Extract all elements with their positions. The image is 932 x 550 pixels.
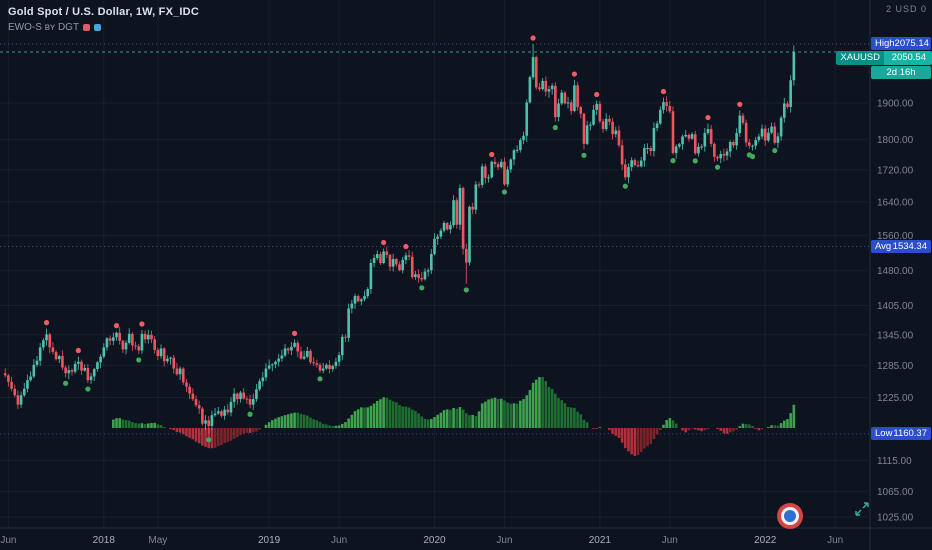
price-scale-settings[interactable]: 2 USD 0 <box>885 4 927 14</box>
svg-text:2018: 2018 <box>93 535 116 546</box>
bar-countdown-badge: 2d 16h <box>871 66 931 79</box>
chart-legend: Gold Spot / U.S. Dollar, 1W, FX_IDC EWO-… <box>8 6 199 33</box>
last-price-value: 2050.54 <box>884 51 932 65</box>
svg-text:Jun: Jun <box>827 535 843 546</box>
high-price-badge: High 2075.14 <box>871 37 931 50</box>
svg-text:May: May <box>148 535 167 546</box>
symbol-title[interactable]: Gold Spot / U.S. Dollar, 1W, FX_IDC <box>8 6 199 18</box>
svg-text:1225.00: 1225.00 <box>877 393 914 404</box>
low-price-badge: Low 1160.37 <box>871 427 931 440</box>
svg-text:2021: 2021 <box>589 535 612 546</box>
svg-text:1720.00: 1720.00 <box>877 165 914 176</box>
svg-text:1800.00: 1800.00 <box>877 135 914 146</box>
high-label: High <box>875 38 895 49</box>
high-value: 2075.14 <box>894 38 929 49</box>
svg-text:1640.00: 1640.00 <box>877 197 914 208</box>
indicator-legend[interactable]: EWO-S ʙʏ DGT <box>8 22 199 33</box>
price-axis[interactable] <box>870 0 932 528</box>
svg-text:Jun: Jun <box>0 535 16 546</box>
broker-logo-icon <box>784 510 796 522</box>
svg-text:Jun: Jun <box>331 535 347 546</box>
svg-text:2019: 2019 <box>258 535 281 546</box>
low-value: 1160.37 <box>893 428 927 439</box>
indicator-flag-icon <box>94 24 102 31</box>
svg-text:Jun: Jun <box>496 535 512 546</box>
symbol-chip: XAUUSD <box>836 51 884 65</box>
time-axis[interactable] <box>0 528 932 550</box>
avg-label: Avg <box>875 241 892 252</box>
svg-text:1065.00: 1065.00 <box>877 487 914 498</box>
restore-chart-icon[interactable] <box>854 501 870 517</box>
svg-text:Jun: Jun <box>662 535 678 546</box>
avg-value: 1534.34 <box>892 241 927 252</box>
svg-text:1285.00: 1285.00 <box>877 361 914 372</box>
avg-price-badge: Avg 1534.34 <box>871 240 931 253</box>
svg-text:2022: 2022 <box>754 535 777 546</box>
svg-text:1115.00: 1115.00 <box>877 456 912 467</box>
last-price-badge: XAUUSD 2050.54 <box>836 51 932 65</box>
svg-text:2020: 2020 <box>423 535 446 546</box>
low-label: Low <box>875 428 893 439</box>
svg-text:1345.00: 1345.00 <box>877 330 914 341</box>
svg-text:1405.00: 1405.00 <box>877 301 914 312</box>
svg-text:1560.00: 1560.00 <box>877 231 914 242</box>
indicator-flag-icon <box>83 24 91 31</box>
svg-text:1480.00: 1480.00 <box>877 266 914 277</box>
indicator-name: EWO-S ʙʏ DGT <box>8 22 80 33</box>
svg-text:1025.00: 1025.00 <box>877 513 914 524</box>
svg-text:1900.00: 1900.00 <box>877 99 914 110</box>
